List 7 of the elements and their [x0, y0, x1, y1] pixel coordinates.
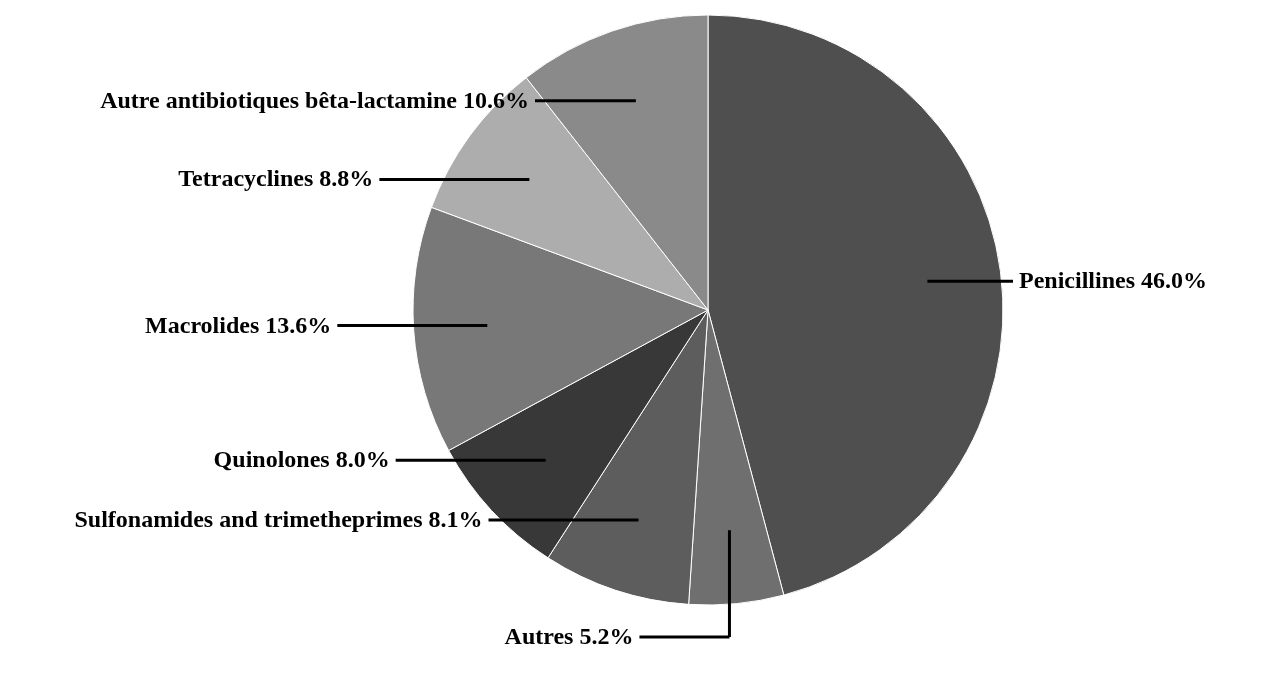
slice-label: Autres 5.2%	[504, 623, 634, 649]
slice-label: Penicillines 46.0%	[1019, 267, 1207, 294]
slice-label: Quinolones 8.0%	[213, 446, 390, 473]
slice-label: Sulfonamides and trimetheprimes 8.1%	[74, 506, 483, 533]
slice-label: Tetracyclines 8.8%	[178, 165, 374, 192]
slice-label: Macrolides 13.6%	[145, 311, 332, 338]
slice-label: Autre antibiotiques bêta-lactamine 10.6%	[100, 86, 529, 113]
